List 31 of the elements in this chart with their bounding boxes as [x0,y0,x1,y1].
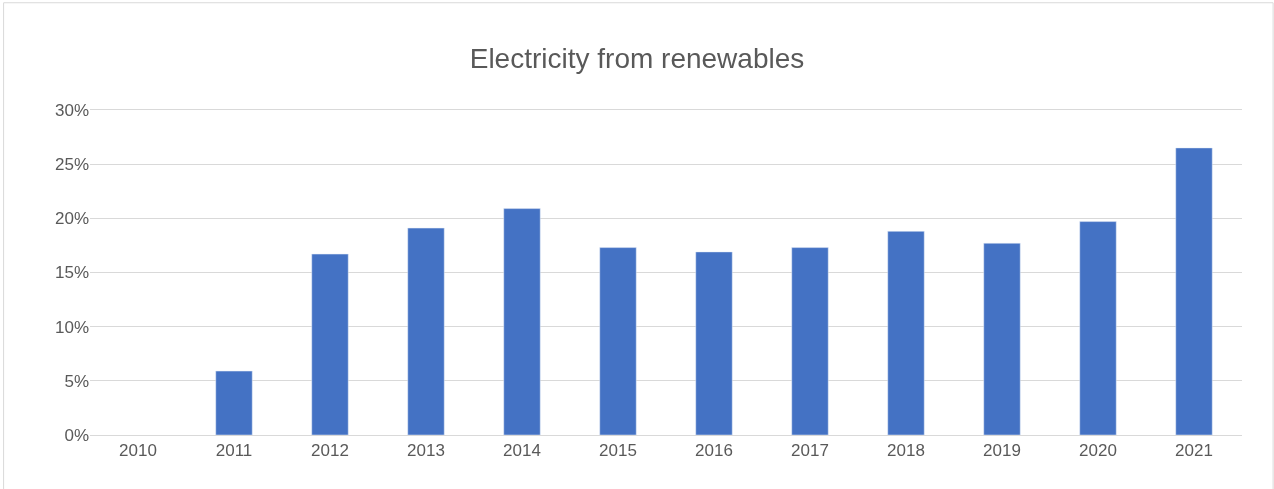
x-tick-label: 2011 [215,441,253,461]
y-tick-label: 10% [54,317,89,337]
x-tick-label: 2015 [599,441,637,461]
x-tick-label: 2013 [407,441,445,461]
x-tick-label: 2021 [1175,441,1213,461]
bar [695,251,733,435]
bar [791,247,829,435]
bar [1175,147,1213,435]
bar [407,227,445,435]
y-tick-label: 15% [54,263,89,283]
y-tick-label: 5% [64,371,89,391]
x-tick-label: 2012 [311,441,349,461]
bar [215,370,253,435]
chart-title: Electricity from renewables [469,43,805,75]
bar [983,243,1021,435]
y-tick-label: 25% [54,155,89,175]
y-tick-label: 20% [54,209,89,229]
y-tick-label: 30% [54,100,89,120]
x-tick-label: 2018 [887,441,925,461]
bar [887,231,925,435]
x-tick-label: 2019 [983,441,1021,461]
x-tick-label: 2010 [119,441,157,461]
x-tick-label: 2017 [791,441,829,461]
bar [1079,221,1117,435]
bar [599,247,637,435]
x-tick-label: 2016 [695,441,733,461]
x-tick-label: 2014 [503,441,541,461]
x-tick-label: 2020 [1079,441,1117,461]
bar [311,253,349,435]
bar [503,208,541,435]
y-tick-label: 0% [64,425,89,445]
